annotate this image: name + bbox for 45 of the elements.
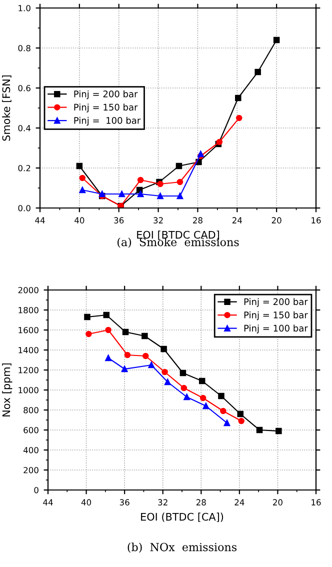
y-tick-label: 1000 (18, 386, 38, 394)
y-tick-label: 0.4 (18, 124, 31, 132)
x-tick-label: 44 (35, 217, 45, 224)
y-tick-label: 0.8 (18, 44, 30, 52)
x-tick-label: 20 (273, 499, 282, 506)
x-axis-title: EOI (BTDC [CA]) (141, 512, 224, 522)
x-tick-label: 32 (154, 217, 163, 224)
legend-label: Pinj = 100 bar (74, 116, 141, 126)
x-tick-label: 16 (312, 499, 321, 506)
x-tick-label: 24 (232, 217, 242, 224)
y-tick-label: 600 (24, 426, 38, 434)
y-tick-label: 0.6 (18, 84, 30, 92)
legend-label: Pinj = 100 bar (244, 324, 308, 334)
y-tick-label: 1600 (18, 326, 38, 334)
legend-label: Pinj = 200 bar (74, 90, 138, 100)
x-tick-label: 36 (114, 217, 124, 224)
x-tick-label: 16 (312, 217, 321, 224)
x-tick-label: 44 (43, 499, 53, 506)
y-tick-label: 2000 (18, 286, 38, 294)
y-tick-label: 1200 (18, 366, 38, 374)
x-tick-label: 32 (158, 499, 168, 506)
x-tick-label: 20 (272, 217, 282, 224)
y-tick-label: 0.0 (18, 204, 30, 212)
text: (a) Smoke emissions (118, 238, 239, 248)
y-tick-label: 200 (24, 466, 38, 474)
x-tick-label: 28 (193, 217, 202, 224)
y-tick-label: 1.0 (18, 4, 30, 12)
y-tick-label: 0 (34, 486, 38, 494)
y-tick-label: 400 (23, 446, 38, 454)
x-tick-label: 28 (196, 499, 206, 506)
y-tick-label: 1400 (18, 346, 38, 354)
y-axis-title: Smoke [FSN] (2, 75, 12, 141)
text: (b) NOx emissions (128, 542, 237, 553)
x-tick-label: 36 (120, 499, 130, 506)
x-tick-label: 40 (81, 499, 92, 506)
x-axis-title: EOI [BTDC CAD] (137, 230, 220, 240)
legend-label: Pinj = 150 bar (244, 311, 308, 320)
x-tick-label: 24 (234, 499, 244, 506)
legend-label: Pinj = 200 bar (244, 298, 308, 307)
y-axis-title: Nox [ppm] (2, 363, 12, 416)
y-tick-label: 800 (24, 406, 38, 414)
y-tick-label: 1800 (18, 306, 38, 314)
x-tick-label: 40 (74, 217, 84, 224)
legend-label: Pinj = 150 bar (74, 104, 138, 112)
y-tick-label: 0.2 (18, 164, 30, 172)
